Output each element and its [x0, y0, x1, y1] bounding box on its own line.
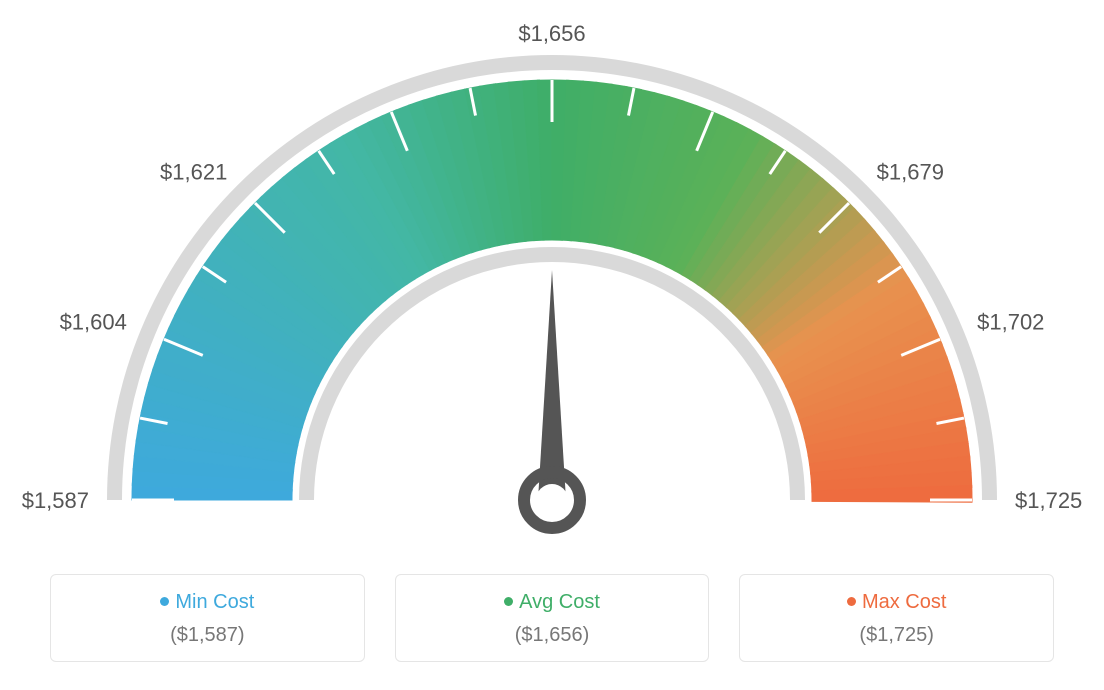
legend-dot-min [160, 597, 169, 606]
legend-title-min: Min Cost [61, 591, 354, 614]
legend-row: Min Cost ($1,587) Avg Cost ($1,656) Max … [50, 574, 1054, 662]
gauge-tick-label: $1,725 [1015, 488, 1082, 513]
gauge-tick-label: $1,656 [518, 21, 585, 46]
legend-dot-max [847, 597, 856, 606]
legend-title-max: Max Cost [750, 591, 1043, 614]
chart-container: $1,587 $1,604 $1,621 $1,656 $1,679 $1,702 $1,7… [0, 0, 1104, 690]
legend-box-min: Min Cost ($1,587) [50, 574, 365, 662]
legend-label-min: Min Cost [175, 591, 254, 613]
gauge-tick-label: $1,679 [877, 159, 944, 184]
legend-dot-avg [504, 597, 513, 606]
legend-title-avg: Avg Cost [406, 591, 699, 614]
gauge-tick-label: $1,587 [22, 488, 89, 513]
gauge-tick-label: $1,604 [60, 310, 127, 335]
legend-label-avg: Avg Cost [519, 591, 600, 613]
gauge-svg: $1,587 $1,604 $1,621 $1,656 $1,679 $1,702 $1,7… [0, 0, 1104, 560]
gauge-needle [538, 270, 566, 500]
legend-value-min: ($1,587) [61, 624, 354, 647]
gauge-tick-label: $1,621 [160, 159, 227, 184]
legend-box-max: Max Cost ($1,725) [739, 574, 1054, 662]
gauge-chart: $1,587 $1,604 $1,621 $1,656 $1,679 $1,702 $1,7… [0, 0, 1104, 560]
legend-value-max: ($1,725) [750, 624, 1043, 647]
legend-box-avg: Avg Cost ($1,656) [395, 574, 710, 662]
gauge-hub-inner [536, 484, 568, 516]
legend-value-avg: ($1,656) [406, 624, 699, 647]
gauge-tick-label: $1,702 [977, 310, 1044, 335]
legend-label-max: Max Cost [862, 591, 946, 613]
